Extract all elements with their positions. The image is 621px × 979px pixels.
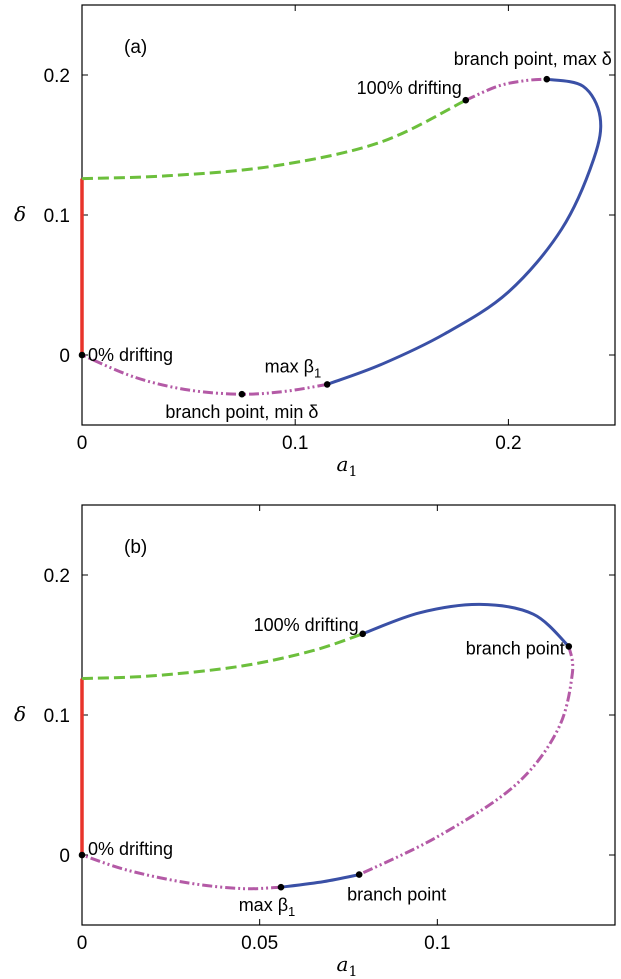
y-tick-label: 0.2	[44, 66, 70, 87]
y-tick-label: 0.2	[44, 566, 70, 587]
x-axis-label: a1	[337, 952, 358, 979]
x-tick-label: 0.1	[424, 933, 450, 954]
x-axis-label: a1	[337, 452, 358, 480]
marker-point	[238, 390, 246, 398]
y-tick-label: 0	[59, 346, 70, 367]
point-annotation: max β1	[239, 895, 296, 919]
plot-frame	[81, 504, 616, 926]
curve-segment-green-dashed	[81, 98, 467, 181]
marker-point	[355, 871, 363, 878]
y-tick-label: 0.1	[44, 206, 70, 227]
marker-point	[78, 851, 86, 859]
marker-point	[277, 883, 285, 891]
y-tick-label: 0	[59, 846, 70, 867]
point-annotation: 100% drifting	[357, 78, 462, 98]
curve-segment-magenta-dashdot	[81, 853, 282, 891]
x-tick-label: 0	[77, 933, 88, 954]
panel-b: 0 0.05 0.1 0 0.1 0.2 a1 δ (b) 0% drifting max β1 br…	[14, 504, 616, 979]
point-annotation: branch point	[347, 885, 446, 905]
marker-point	[78, 351, 86, 359]
x-tick-label: 0.05	[241, 933, 278, 954]
curve-segment-blue-solid	[362, 602, 570, 648]
point-annotation: branch point, min δ	[165, 402, 318, 422]
marker-point	[565, 643, 573, 650]
marker-point	[462, 96, 470, 104]
curve-segment-blue-solid	[326, 77, 603, 386]
curve-segment-blue-solid	[280, 873, 360, 889]
curve-segment-magenta-dashdot	[465, 77, 547, 102]
x-tick-label: 0	[77, 433, 88, 454]
panel-label: (b)	[124, 537, 147, 558]
x-tick-label: 0.2	[495, 433, 521, 454]
point-annotation: max β1	[265, 356, 322, 380]
curve-segment-green-dashed	[81, 632, 364, 681]
marker-point	[359, 630, 367, 638]
marker-point	[323, 381, 331, 388]
point-annotation: branch point, max δ	[454, 49, 612, 69]
point-annotation: 0% drifting	[88, 839, 173, 859]
marker-point	[543, 75, 551, 83]
panel-a: 0 0.1 0.2 0 0.1 0.2 a1 δ (a) 0% drifting branch po…	[14, 4, 616, 480]
curve-segment-magenta-dashdot	[358, 646, 575, 876]
y-axis-label: δ	[14, 202, 26, 226]
x-tick-label: 0.1	[282, 433, 308, 454]
y-axis-label: δ	[14, 702, 26, 726]
y-tick-label: 0.1	[44, 706, 70, 727]
point-annotation: 0% drifting	[88, 345, 173, 365]
panel-label: (a)	[124, 37, 147, 58]
point-annotation: branch point	[466, 638, 565, 658]
point-annotation: 100% drifting	[254, 615, 359, 635]
